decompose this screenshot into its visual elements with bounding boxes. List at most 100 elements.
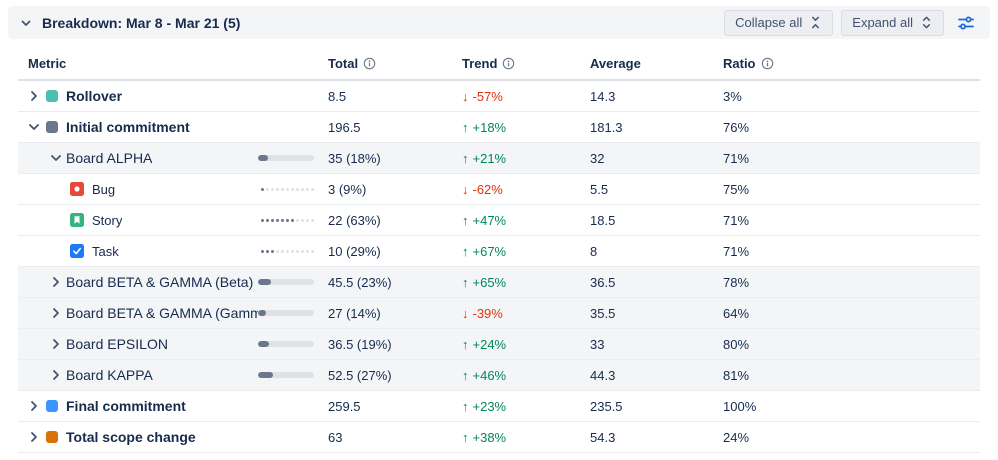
trend-down-icon: ↓: [462, 88, 469, 104]
trend-value: ↑ +38%: [462, 430, 590, 445]
column-label: Ratio: [723, 55, 756, 71]
progress-dot: [296, 187, 299, 191]
table-row[interactable]: Board EPSILON 36.5 (19%) ↑ +24% 33 80%: [18, 329, 980, 360]
progress-dot: [266, 249, 269, 253]
column-header-ratio: Ratio: [723, 56, 980, 71]
progress-dot: [276, 249, 279, 253]
column-label: Average: [590, 55, 641, 71]
table-row[interactable]: Board KAPPA 52.5 (27%) ↑ +46% 44.3 81%: [18, 360, 980, 391]
progress-dot: [261, 187, 264, 191]
table-row[interactable]: Board ALPHA 35 (18%) ↑ +21% 32 71%: [18, 143, 980, 174]
info-icon[interactable]: [502, 57, 515, 70]
progress-dot: [271, 249, 274, 253]
column-label: Metric: [28, 55, 67, 71]
average-value: 235.5: [590, 398, 623, 414]
expand-all-label: Expand all: [852, 15, 913, 30]
dotted-progress-bar: [261, 249, 314, 253]
table-row[interactable]: Rollover 8.5 ↓ -57% 14.3 3%: [18, 81, 980, 112]
ratio-value: 64%: [723, 305, 750, 321]
metric-cell: Bug: [18, 174, 328, 204]
table-row[interactable]: Task 10 (29%) ↑ +67% 8 71%: [18, 236, 980, 267]
trend-value: ↑ +23%: [462, 399, 590, 414]
metric-cell: Total scope change: [18, 422, 328, 452]
progress-dot: [301, 187, 304, 191]
trend-value: ↓ -62%: [462, 182, 590, 197]
progress-bar-fill: [258, 279, 271, 285]
trend-down-icon: ↓: [462, 305, 469, 321]
trend-value: ↑ +21%: [462, 151, 590, 166]
chevron-right-icon[interactable]: [46, 365, 66, 385]
expand-all-icon: [920, 16, 933, 29]
total-value: 3 (9%): [328, 181, 367, 197]
total-value: 52.5 (27%): [328, 367, 392, 383]
breakdown-table: Metric Total Trend Average Ratio: [18, 47, 980, 453]
ratio-value: 75%: [723, 181, 750, 197]
trend-text: +18%: [472, 119, 507, 135]
progress-bar-fill: [258, 155, 269, 161]
progress-dot: [266, 187, 269, 191]
chevron-right-icon[interactable]: [24, 86, 44, 106]
total-value: 8.5: [328, 88, 347, 104]
metric-cell: Final commitment: [18, 391, 328, 421]
chevron-down-icon[interactable]: [16, 13, 36, 33]
average-value: 18.5: [590, 212, 616, 228]
ratio-value: 71%: [723, 243, 750, 259]
chevron-right-icon[interactable]: [24, 427, 44, 447]
info-icon[interactable]: [761, 57, 774, 70]
metric-label: Bug: [92, 181, 116, 197]
trend-text: +21%: [472, 150, 507, 166]
average-value: 32: [590, 150, 605, 166]
breakdown-panel: Breakdown: Mar 8 - Mar 21 (5) Collapse a…: [0, 6, 998, 453]
expand-all-button[interactable]: Expand all: [841, 9, 944, 36]
trend-up-icon: ↑: [462, 243, 469, 259]
table-row[interactable]: Board BETA & GAMMA (Gamm 27 (14%) ↓ -39% 35.…: [18, 298, 980, 329]
progress-dot: [261, 218, 264, 222]
ratio-value: 76%: [723, 119, 750, 135]
progress-dot: [271, 187, 274, 191]
table-row[interactable]: Initial commitment 196.5 ↑ +18% 181.3 76%: [18, 112, 980, 143]
average-value: 54.3: [590, 429, 616, 445]
table-row[interactable]: Bug 3 (9%) ↓ -62% 5.5 75%: [18, 174, 980, 205]
trend-up-icon: ↑: [462, 150, 469, 166]
view-settings-button[interactable]: [952, 10, 980, 36]
breakdown-header: Breakdown: Mar 8 - Mar 21 (5) Collapse a…: [8, 6, 990, 39]
initial-commitment-square-icon: [46, 121, 58, 133]
metric-cell: Board EPSILON: [18, 329, 328, 359]
metric-label: Story: [92, 212, 123, 228]
trend-up-icon: ↑: [462, 429, 469, 445]
chevron-right-icon[interactable]: [46, 303, 66, 323]
trend-value: ↑ +67%: [462, 244, 590, 259]
progress-dot: [281, 187, 284, 191]
collapse-all-icon: [809, 16, 822, 29]
progress-dot: [291, 249, 294, 253]
trend-up-icon: ↑: [462, 367, 469, 383]
progress-dot: [266, 218, 269, 222]
info-icon[interactable]: [363, 57, 376, 70]
chevron-right-icon[interactable]: [24, 396, 44, 416]
table-row[interactable]: Final commitment 259.5 ↑ +23% 235.5 100%: [18, 391, 980, 422]
table-row[interactable]: Total scope change 63 ↑ +38% 54.3 24%: [18, 422, 980, 453]
chevron-down-icon[interactable]: [24, 117, 44, 137]
table-header-row: Metric Total Trend Average Ratio: [18, 47, 980, 81]
column-header-total: Total: [328, 56, 462, 71]
bug-icon: [70, 182, 84, 196]
ratio-value: 80%: [723, 336, 750, 352]
trend-text: +24%: [472, 336, 507, 352]
metric-cell: Board BETA & GAMMA (Gamm: [18, 298, 328, 328]
ratio-value: 71%: [723, 212, 750, 228]
header-actions: Collapse all Expand all: [724, 9, 980, 36]
dotted-progress-bar: [261, 187, 314, 191]
table-row[interactable]: Board BETA & GAMMA (Beta) 45.5 (23%) ↑ +65%…: [18, 267, 980, 298]
chevron-down-icon[interactable]: [46, 148, 66, 168]
total-value: 35 (18%): [328, 150, 381, 166]
progress-dot: [276, 218, 279, 222]
trend-value: ↑ +24%: [462, 337, 590, 352]
collapse-all-button[interactable]: Collapse all: [724, 9, 834, 36]
progress-bar: [258, 372, 314, 378]
table-row[interactable]: Story 22 (63%) ↑ +47% 18.5 71%: [18, 205, 980, 236]
trend-value: ↓ -39%: [462, 306, 590, 321]
chevron-right-icon[interactable]: [46, 334, 66, 354]
progress-dot: [301, 249, 304, 253]
chevron-right-icon[interactable]: [46, 272, 66, 292]
progress-dot: [286, 218, 289, 222]
